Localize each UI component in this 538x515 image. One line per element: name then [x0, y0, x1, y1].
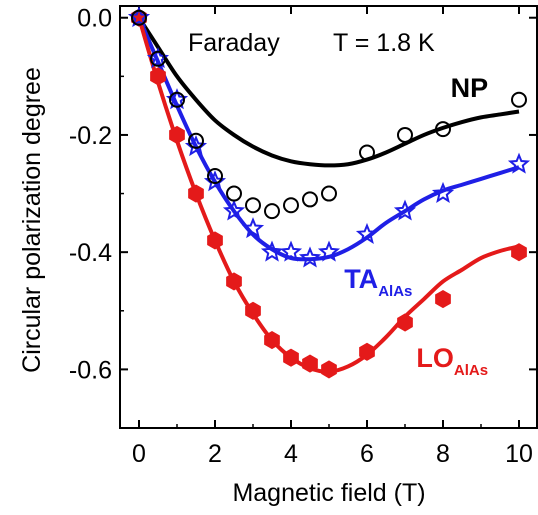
- point-ta-alas: [431, 181, 455, 203]
- x-tick-label: 2: [208, 440, 222, 468]
- point-lo-alas: [264, 331, 280, 350]
- point-ta-alas: [241, 217, 265, 239]
- point-np: [245, 197, 261, 214]
- point-lo-alas: [150, 67, 166, 86]
- point-lo-alas: [188, 184, 204, 203]
- series-label-main: TA: [344, 264, 378, 294]
- point-np: [131, 9, 147, 26]
- point-lo-alas: [511, 243, 527, 262]
- fit-line-np: [137, 16, 520, 168]
- x-tick-label: 6: [360, 440, 374, 468]
- point-np: [359, 144, 375, 161]
- point-ta-alas: [507, 152, 531, 174]
- point-ta-alas: [317, 240, 341, 262]
- point-np: [188, 132, 204, 149]
- point-np: [264, 203, 280, 220]
- x-tick-label: 4: [284, 440, 298, 468]
- x-tick-label: 8: [436, 440, 450, 468]
- x-tick-label: 10: [505, 440, 533, 468]
- point-ta-alas: [355, 222, 379, 245]
- point-lo-alas: [359, 342, 375, 361]
- point-np: [435, 121, 451, 138]
- series-label-main: LO: [416, 343, 454, 373]
- series-label-sub: AlAs: [454, 362, 488, 379]
- series-label-lo-alas: LOAlAs: [416, 343, 488, 379]
- point-np: [511, 91, 527, 108]
- point-np: [226, 185, 242, 202]
- y-tick-label: -0.6: [69, 356, 112, 384]
- point-np: [207, 167, 223, 184]
- point-np: [169, 91, 185, 108]
- point-ta-alas: [298, 246, 322, 268]
- point-np: [150, 50, 166, 67]
- y-tick-label: -0.4: [69, 239, 112, 267]
- point-lo-alas: [169, 125, 185, 145]
- point-lo-alas: [245, 301, 261, 320]
- point-lo-alas: [226, 272, 242, 291]
- x-axis-title: Magnetic field (T): [232, 479, 425, 507]
- point-np: [321, 185, 337, 202]
- point-lo-alas: [321, 360, 337, 379]
- point-lo-alas: [302, 354, 318, 373]
- point-lo-alas: [435, 289, 451, 309]
- y-tick-label: -0.2: [69, 122, 112, 150]
- point-np: [397, 126, 413, 143]
- point-lo-alas: [207, 231, 223, 250]
- annotation-temperature: T = 1.8 K: [333, 29, 435, 57]
- series-label-ta-alas: TAAlAs: [344, 264, 412, 300]
- point-ta-alas: [393, 199, 417, 221]
- y-tick-label: 0.0: [77, 5, 112, 33]
- y-axis-title: Circular polarization degree: [18, 67, 46, 373]
- point-ta-alas: [279, 240, 303, 262]
- point-ta-alas: [260, 240, 284, 262]
- series-label-np: NP: [451, 73, 489, 103]
- point-lo-alas: [283, 348, 299, 367]
- x-tick-label: 0: [132, 440, 146, 468]
- point-lo-alas: [397, 313, 413, 332]
- point-np: [302, 191, 318, 208]
- series-label-main: NP: [451, 73, 489, 103]
- point-ta-alas: [222, 199, 246, 221]
- annotation-geometry: Faraday: [188, 29, 280, 57]
- series-label-sub: AlAs: [378, 283, 412, 300]
- point-np: [283, 197, 299, 214]
